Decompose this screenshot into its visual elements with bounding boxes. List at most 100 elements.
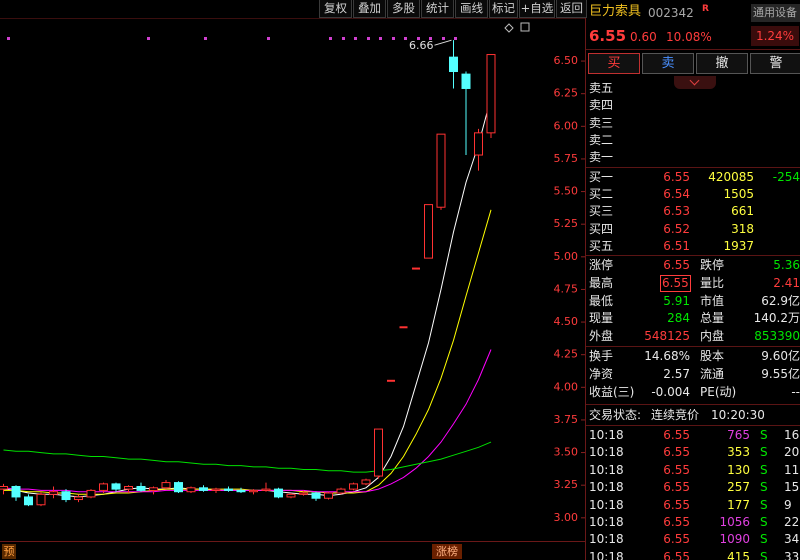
tick-cell: 177	[727, 497, 750, 512]
stat-cell: 最低	[589, 293, 614, 308]
toolbar-button[interactable]: 统计	[421, 0, 454, 18]
bid-cell: 661	[731, 204, 754, 219]
tick-cell: S	[760, 480, 768, 495]
y-tick-label: 5.75	[554, 152, 579, 165]
candle-body	[261, 488, 271, 491]
sector-change: 1.24%	[751, 26, 799, 46]
sell-button[interactable]: 卖	[642, 53, 694, 74]
tick-cell: 34	[784, 532, 800, 547]
ask-label: 卖三	[589, 115, 614, 130]
toolbar-button[interactable]: 叠加	[353, 0, 386, 18]
marker-dot	[404, 37, 407, 40]
stock-code: 002342	[648, 6, 694, 20]
candle-body	[361, 479, 371, 485]
bid-cell: -254	[772, 170, 800, 184]
toolbar-button[interactable]: 复权	[319, 0, 352, 18]
tick-cell: 1090	[719, 532, 750, 547]
candle-body	[11, 485, 21, 498]
cancel-button[interactable]: 撤	[696, 53, 748, 74]
tick-cell: 6.55	[663, 428, 690, 442]
fundamental-cell: 换手	[589, 349, 614, 363]
tick-cell: 15	[784, 480, 800, 495]
candle-body	[49, 491, 58, 495]
bid-cell: 买二	[589, 187, 614, 202]
fundamental-cell: 收益(三)	[589, 385, 635, 399]
toolbar-button[interactable]: 返回	[556, 0, 587, 18]
bid-cell: 买三	[589, 204, 614, 219]
fundamental-cell: 9.60亿	[761, 349, 800, 363]
y-tick-label: 4.75	[554, 282, 579, 295]
marker-dot	[147, 37, 150, 40]
marker-dot	[367, 37, 370, 40]
high-pointer	[434, 39, 452, 46]
candle-body	[336, 488, 346, 494]
chart: 预 涨榜 6.50 6.25 6.00 5.75 5.50 5.25 5.00 4.75 4.5…	[0, 0, 586, 560]
toolbar-button[interactable]: 画线	[455, 0, 488, 18]
fundamental-cell: PE(动)	[700, 385, 737, 399]
ask-label: 卖二	[589, 132, 614, 147]
candle-body	[374, 428, 383, 477]
stat-cell: 市值	[700, 293, 725, 308]
candle-body	[149, 487, 158, 491]
bottom-tag[interactable]: 涨榜	[436, 544, 458, 558]
stock-name: 巨力索具	[589, 4, 642, 19]
stat-cell: 140.2万	[753, 311, 800, 326]
y-tick-label: 5.25	[554, 217, 579, 230]
toolbar-button[interactable]: 标记	[489, 0, 518, 18]
tick-cell: S	[760, 515, 768, 529]
candle-body	[86, 489, 96, 498]
bottom-tag[interactable]: 预	[4, 545, 15, 558]
candle-body	[349, 483, 358, 490]
fundamental-cell: 2.57	[663, 367, 690, 381]
tick-cell: 6.55	[663, 480, 690, 495]
fundamental-cell: -0.004	[651, 385, 690, 399]
tick-cell: 6.55	[663, 515, 690, 529]
tick-cell: 130	[727, 462, 750, 477]
last-price: 6.55	[589, 27, 627, 45]
collapse-tab[interactable]	[674, 75, 716, 89]
y-tick-label: 6.50	[554, 54, 579, 67]
sector[interactable]: 通用设备	[751, 4, 800, 22]
tick-cell: 10:18	[589, 462, 624, 477]
buy-button[interactable]: 买	[588, 53, 640, 74]
fundamental-cell: 流通	[700, 367, 725, 381]
toolbar-button[interactable]: +自选	[519, 0, 555, 18]
y-tick-label: 4.25	[554, 348, 579, 361]
price-change-pct: 10.08%	[666, 30, 712, 44]
candle-body	[211, 488, 221, 491]
square-icon[interactable]	[520, 22, 530, 32]
stat-cell: 内盘	[700, 329, 725, 344]
candle-body	[486, 54, 496, 134]
tick-cell: 10:18	[589, 445, 624, 460]
tick-cell: 353	[727, 445, 750, 460]
alert-button[interactable]: 警	[750, 53, 800, 74]
bid-cell: 6.55	[663, 170, 690, 184]
tick-cell: 10:18	[589, 549, 624, 560]
marker-dot	[442, 37, 445, 40]
bid-cell: 买四	[589, 221, 614, 236]
marker-dot	[379, 37, 382, 40]
bid-cell: 6.52	[663, 221, 690, 236]
candle-body	[286, 493, 296, 498]
fundamental-cell: --	[791, 385, 800, 399]
bid-cell: 1937	[723, 238, 754, 253]
tick-cell: S	[760, 497, 768, 512]
tick-cell: 765	[727, 428, 750, 442]
candle-body	[299, 492, 308, 495]
tick-cell: 10:18	[589, 480, 624, 495]
tick-cell: S	[760, 445, 768, 460]
stat-cell: 现量	[589, 311, 614, 326]
marker-dot	[454, 37, 457, 40]
marker-dot	[204, 37, 207, 40]
divider	[586, 425, 800, 426]
diamond-icon[interactable]	[504, 23, 514, 33]
stat-cell: 2.41	[773, 275, 800, 290]
bid-cell: 6.51	[663, 238, 690, 253]
stat-cell: 6.55	[663, 258, 690, 272]
bid-cell: 6.53	[663, 204, 690, 219]
fundamental-cell: 净资	[589, 367, 614, 381]
moving-average	[3, 209, 492, 495]
tick-cell: 10:18	[589, 497, 624, 512]
toolbar-button[interactable]: 多股	[387, 0, 420, 18]
status-time: 10:20:30	[711, 408, 765, 422]
